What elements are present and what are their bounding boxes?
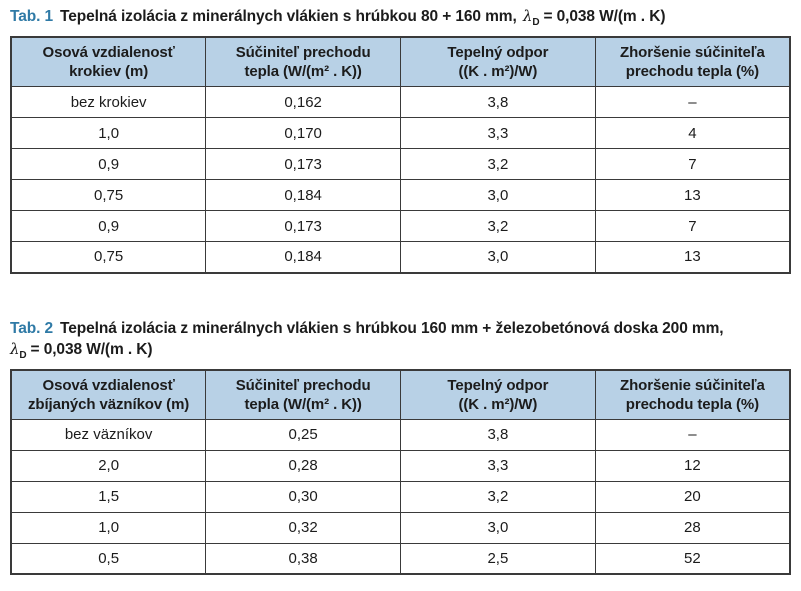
table1-header-row: Osová vzdialenosť krokiev (m) Súčiniteľ … — [10, 36, 791, 87]
table-cell: 7 — [594, 210, 791, 242]
table-cell: 0,30 — [205, 480, 401, 513]
table-row: 0,75 0,184 3,0 13 — [10, 179, 791, 211]
header-cell: Súčiniteľ prechodu tepla (W/(m² . K)) — [205, 36, 401, 87]
table-row: 1,5 0,30 3,2 20 — [10, 480, 791, 513]
table-row: 1,0 0,32 3,0 28 — [10, 511, 791, 544]
header-cell: Súčiniteľ prechodu tepla (W/(m² . K)) — [205, 369, 401, 420]
table-cell: 20 — [594, 480, 791, 513]
table-cell: 3,2 — [400, 148, 596, 180]
table-cell: 0,5 — [10, 542, 207, 575]
table-cell: 3,8 — [400, 86, 596, 118]
table2-caption-line2: λD = 0,038 W/(m . K) — [10, 339, 791, 361]
lambda-symbol: λ — [522, 7, 533, 25]
table-cell: 0,162 — [205, 86, 401, 118]
table-cell: 0,9 — [10, 148, 207, 180]
header-cell: Zhoršenie súčiniteľa prechodu tepla (%) — [594, 36, 791, 87]
table-cell: 2,5 — [400, 542, 596, 575]
table-cell: 13 — [594, 241, 791, 273]
lambda-term: λD = 0,038 W/(m . K) — [10, 339, 153, 361]
table-row: 0,9 0,173 3,2 7 — [10, 148, 791, 180]
lambda-value: = 0,038 W/(m . K) — [543, 8, 666, 25]
header-cell: Zhoršenie súčiniteľa prechodu tepla (%) — [594, 369, 791, 420]
table-cell: 4 — [594, 117, 791, 149]
table-cell: 0,170 — [205, 117, 401, 149]
table-cell: 3,3 — [400, 117, 596, 149]
table-cell: bez väzníkov — [10, 418, 207, 451]
header-cell: Osová vzdialenosť krokiev (m) — [10, 36, 207, 87]
table2-label: Tab. 2 — [10, 319, 54, 337]
table-cell: 3,8 — [400, 418, 596, 451]
table-row: 0,5 0,38 2,5 52 — [10, 542, 791, 575]
table-cell: 7 — [594, 148, 791, 180]
table1-label: Tab. 1 — [10, 8, 54, 25]
table-row: bez väzníkov 0,25 3,8 – — [10, 418, 791, 451]
table-row: 1,0 0,170 3,3 4 — [10, 117, 791, 149]
document-page: Tab. 1 Tepelná izolácia z minerálnych vlá… — [10, 6, 791, 575]
table-row: 2,0 0,28 3,3 12 — [10, 449, 791, 482]
table2-caption: Tab. 2 Tepelná izolácia z minerálnych vlá… — [10, 319, 791, 361]
table2-title-text: Tepelná izolácia z minerálnych vlákien s… — [60, 319, 724, 337]
lambda-subscript: D — [19, 349, 27, 361]
table-cell: 1,5 — [10, 480, 207, 513]
table1-caption: Tab. 1 Tepelná izolácia z minerálnych vlá… — [10, 6, 791, 29]
table2-caption-line1: Tab. 2 Tepelná izolácia z minerálnych vlá… — [10, 319, 791, 339]
table-row: 0,75 0,184 3,0 13 — [10, 241, 791, 273]
table-cell: 3,0 — [400, 241, 596, 273]
header-cell: Osová vzdialenosť zbíjaných väzníkov (m) — [10, 369, 207, 420]
table1-title-text: Tepelná izolácia z minerálnych vlákien s… — [60, 8, 517, 25]
table-row: bez krokiev 0,162 3,8 – — [10, 86, 791, 118]
table-cell: 52 — [594, 542, 791, 575]
lambda-subscript: D — [532, 17, 540, 29]
table-cell: 13 — [594, 179, 791, 211]
lambda-symbol: λ — [10, 339, 20, 358]
table-cell: 0,9 — [10, 210, 207, 242]
table-cell: 0,75 — [10, 179, 207, 211]
table-cell: 0,173 — [205, 148, 401, 180]
table1: Osová vzdialenosť krokiev (m) Súčiniteľ … — [10, 36, 791, 274]
table-cell: 0,184 — [205, 241, 401, 273]
table-cell: 1,0 — [10, 117, 207, 149]
table-cell: 0,75 — [10, 241, 207, 273]
header-cell: Tepelný odpor ((K . m²)/W) — [400, 369, 596, 420]
table-cell: – — [594, 418, 791, 451]
header-cell: Tepelný odpor ((K . m²)/W) — [400, 36, 596, 87]
table-cell: 3,0 — [400, 511, 596, 544]
table-cell: 0,25 — [205, 418, 401, 451]
table-cell: 3,0 — [400, 179, 596, 211]
lambda-value: = 0,038 W/(m . K) — [30, 340, 153, 358]
lambda-term: λD = 0,038 W/(m . K) — [521, 7, 666, 29]
table-cell: 1,0 — [10, 511, 207, 544]
table-cell: 12 — [594, 449, 791, 482]
table-cell: 0,173 — [205, 210, 401, 242]
table-cell: 3,3 — [400, 449, 596, 482]
table-cell: 0,184 — [205, 179, 401, 211]
table-cell: 2,0 — [10, 449, 207, 482]
table-cell: 0,32 — [205, 511, 401, 544]
table-cell: 0,38 — [205, 542, 401, 575]
table-cell: 0,28 — [205, 449, 401, 482]
table2: Osová vzdialenosť zbíjaných väzníkov (m)… — [10, 368, 791, 575]
table2-header-row: Osová vzdialenosť zbíjaných väzníkov (m)… — [10, 369, 791, 420]
table-cell: 3,2 — [400, 480, 596, 513]
table-cell: 3,2 — [400, 210, 596, 242]
table-cell: bez krokiev — [10, 86, 207, 118]
table-cell: – — [594, 86, 791, 118]
table-cell: 28 — [594, 511, 791, 544]
table-row: 0,9 0,173 3,2 7 — [10, 210, 791, 242]
